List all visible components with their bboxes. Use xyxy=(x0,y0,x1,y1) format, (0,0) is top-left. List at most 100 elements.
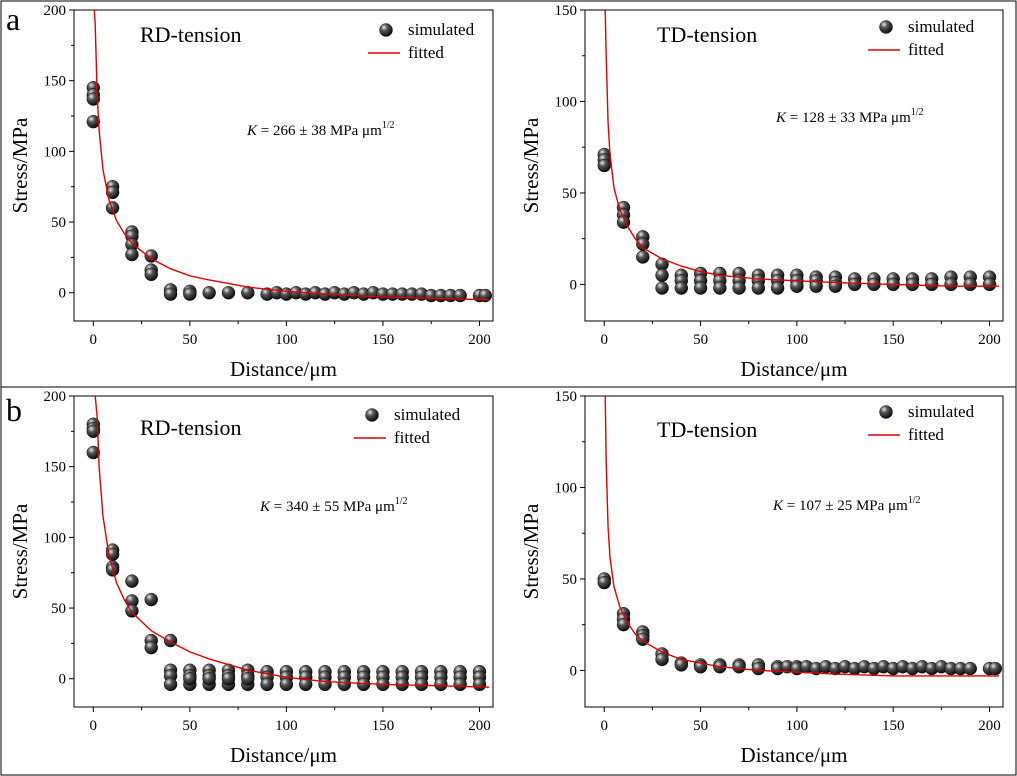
legend-marker-simulated xyxy=(879,20,893,34)
chart-title: TD-tension xyxy=(657,417,757,442)
panel-label-b: b xyxy=(6,392,22,428)
data-point-simulated xyxy=(241,286,255,300)
data-point-simulated xyxy=(751,281,766,295)
fitted-curve xyxy=(604,396,1000,677)
data-point-simulated xyxy=(163,287,178,301)
x-axis-label: Distance/μm xyxy=(230,357,337,381)
data-point-simulated xyxy=(86,424,101,439)
data-point-simulated xyxy=(241,672,255,686)
chart-panel-3: 0 50 100 150 200 0 50 100 150 200 Distance/μm Stres… xyxy=(8,389,494,767)
data-point-simulated xyxy=(86,114,101,129)
data-point-simulated xyxy=(963,277,977,292)
data-point-simulated xyxy=(221,672,236,686)
data-point-simulated xyxy=(963,661,977,676)
legend: simulated fitted xyxy=(354,405,461,447)
plot-area xyxy=(597,396,1002,677)
data-point-simulated xyxy=(472,677,487,692)
data-point-simulated xyxy=(988,661,1002,676)
y-tick-label: 200 xyxy=(44,389,67,405)
data-point-simulated xyxy=(770,281,785,295)
data-point-simulated xyxy=(144,267,158,282)
x-tick-label: 200 xyxy=(978,332,1001,348)
data-point-simulated xyxy=(105,185,120,200)
data-point-simulated xyxy=(279,677,294,692)
legend-label-simulated: simulated xyxy=(908,17,975,36)
data-point-simulated xyxy=(144,592,158,607)
data-point-simulated xyxy=(982,277,997,292)
x-tick-label: 100 xyxy=(275,718,298,734)
data-point-simulated xyxy=(751,661,766,676)
plot-area xyxy=(597,10,1000,295)
x-tick-label: 0 xyxy=(90,332,98,348)
k-annotation: K = 266 ± 38 MPa μm1/2 xyxy=(246,120,395,139)
data-point-simulated xyxy=(125,574,139,588)
legend-label-simulated: simulated xyxy=(408,20,475,39)
data-point-simulated xyxy=(636,250,650,264)
y-tick-label: 0 xyxy=(59,286,67,302)
y-tick-label: 200 xyxy=(44,3,67,19)
fitted-curve xyxy=(94,396,490,688)
y-tick-label: 50 xyxy=(51,215,66,231)
y-tick-label: 0 xyxy=(570,277,578,293)
y-tick-label: 50 xyxy=(562,572,577,588)
x-tick-label: 200 xyxy=(468,718,491,734)
data-point-simulated xyxy=(318,677,332,692)
y-tick-label: 100 xyxy=(555,480,578,496)
data-point-simulated xyxy=(202,286,216,300)
x-axis-label: Distance/μm xyxy=(741,357,848,381)
chart-title: TD-tension xyxy=(657,22,757,47)
y-tick-label: 50 xyxy=(51,601,66,617)
data-point-simulated xyxy=(202,672,216,686)
x-tick-label: 200 xyxy=(468,332,491,348)
y-tick-label: 0 xyxy=(570,663,578,679)
data-point-simulated xyxy=(732,660,746,674)
x-tick-label: 0 xyxy=(601,718,609,734)
x-tick-label: 100 xyxy=(275,332,298,348)
x-tick-label: 50 xyxy=(182,332,197,348)
x-tick-label: 50 xyxy=(693,332,708,348)
data-point-simulated xyxy=(453,288,467,303)
data-point-simulated xyxy=(636,237,650,251)
data-point-simulated xyxy=(434,677,448,692)
x-axis-label: Distance/μm xyxy=(230,743,337,767)
legend: simulated fitted xyxy=(868,402,975,444)
y-tick-label: 150 xyxy=(555,3,578,19)
plot-frame xyxy=(584,9,1004,322)
y-axis-label: Stress/MPa xyxy=(519,503,543,599)
x-tick-label: 0 xyxy=(601,332,609,348)
plot-frame xyxy=(73,395,494,708)
data-point-simulated xyxy=(260,677,274,692)
data-point-simulated xyxy=(414,677,429,692)
legend-label-simulated: simulated xyxy=(394,405,461,424)
data-point-simulated xyxy=(925,277,939,292)
panel-label-a: a xyxy=(6,1,20,37)
charts-container: 0 50 100 150 200 0 50 100 150 200 Distance/μm Stres… xyxy=(8,3,1004,767)
data-point-simulated xyxy=(144,249,158,263)
x-tick-label: 50 xyxy=(182,718,197,734)
x-tick-label: 150 xyxy=(882,718,905,734)
data-point-simulated xyxy=(655,268,669,282)
data-point-simulated xyxy=(597,575,611,590)
y-tick-label: 100 xyxy=(44,530,67,546)
legend-label-simulated: simulated xyxy=(908,402,975,421)
x-tick-label: 150 xyxy=(372,332,395,348)
x-tick-label: 100 xyxy=(786,332,809,348)
data-point-simulated xyxy=(478,288,492,303)
data-point-simulated xyxy=(655,652,669,667)
plot-area xyxy=(86,396,490,692)
data-point-simulated xyxy=(183,287,197,301)
legend-label-fitted: fitted xyxy=(408,43,444,62)
y-tick-label: 50 xyxy=(562,186,577,202)
data-point-simulated xyxy=(86,445,101,460)
y-tick-label: 150 xyxy=(44,460,67,476)
data-point-simulated xyxy=(144,640,158,655)
k-annotation: K = 340 ± 55 MPa μm1/2 xyxy=(259,496,408,515)
data-point-simulated xyxy=(713,281,727,295)
legend: simulated fitted xyxy=(368,20,475,62)
legend-label-fitted: fitted xyxy=(908,40,944,59)
fitted-curve xyxy=(604,10,1000,287)
chart-panel-2: 0 50 100 150 200 0 50 100 150 Distance/μm Stress/M… xyxy=(519,3,1004,381)
x-axis-label: Distance/μm xyxy=(741,743,848,767)
